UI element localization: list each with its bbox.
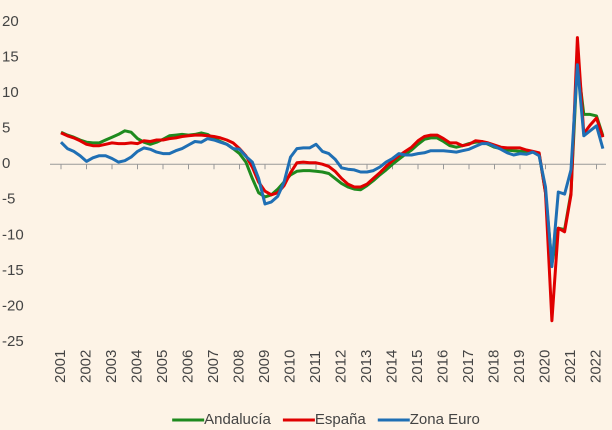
x-tick-label: 2022 xyxy=(587,350,604,383)
x-tick-label: 2007 xyxy=(205,350,222,383)
x-tick-label: 2005 xyxy=(154,350,171,383)
y-tick-label: 15 xyxy=(2,49,19,66)
x-tick-label: 2011 xyxy=(307,351,324,383)
x-tick-label: 2006 xyxy=(179,350,196,383)
y-tick-label: -15 xyxy=(2,262,24,279)
line-series xyxy=(60,59,605,266)
x-tick-label: 2004 xyxy=(128,350,145,383)
x-tick-label: 2003 xyxy=(103,350,120,383)
x-tick-label: 2015 xyxy=(409,350,426,383)
x-tick-label: 2002 xyxy=(77,350,94,383)
y-tick-label: -5 xyxy=(2,191,15,208)
x-tick-label: 2020 xyxy=(536,350,553,383)
y-tick-label: -25 xyxy=(2,333,24,350)
x-tick-label: 2019 xyxy=(511,350,528,383)
line-series xyxy=(59,63,605,269)
x-tick-label: 2008 xyxy=(230,350,247,383)
y-tick-label: 5 xyxy=(2,120,10,137)
legend-label: Andalucía xyxy=(204,411,271,428)
legend-label: Zona Euro xyxy=(410,411,480,428)
x-tick-label: 2001 xyxy=(52,350,69,383)
y-tick-label: -10 xyxy=(2,226,24,243)
x-tick-label: 2016 xyxy=(434,350,451,383)
line-series xyxy=(60,36,605,323)
y-tick-label: 20 xyxy=(2,13,19,30)
y-tick-label: 10 xyxy=(2,84,19,101)
x-tick-label: 2021 xyxy=(562,350,579,383)
x-tick-label: 2017 xyxy=(460,350,477,383)
x-tick-label: 2010 xyxy=(281,350,298,383)
legend-label: España xyxy=(315,411,367,428)
x-tick-label: 2018 xyxy=(485,350,502,383)
y-tick-label: 0 xyxy=(2,155,10,172)
x-tick-label: 2014 xyxy=(383,350,400,383)
x-tick-label: 2012 xyxy=(332,350,349,383)
x-tick-label: 2009 xyxy=(256,350,273,383)
y-tick-label: -20 xyxy=(2,297,24,314)
x-tick-label: 2013 xyxy=(358,350,375,383)
